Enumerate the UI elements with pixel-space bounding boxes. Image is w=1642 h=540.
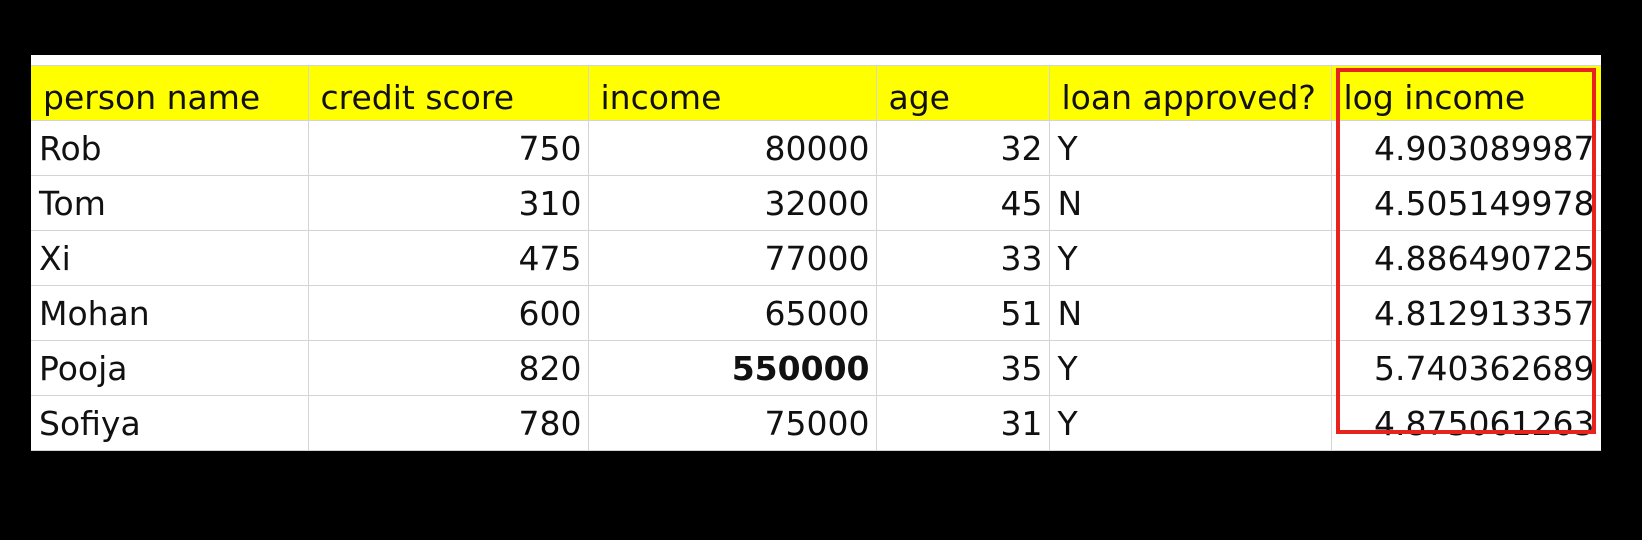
cell-income[interactable]: 32000 xyxy=(588,175,877,231)
header-age[interactable]: age xyxy=(876,66,1050,121)
cell-credit-score[interactable]: 475 xyxy=(308,230,589,286)
data-table: person name credit score income age loan… xyxy=(31,66,1601,451)
cell-age[interactable]: 31 xyxy=(876,395,1050,451)
cell-log-income[interactable]: 4.886490725 xyxy=(1331,230,1601,286)
table-row: Mohan 600 65000 51 N 4.812913357 xyxy=(31,285,1601,341)
cell-credit-score[interactable]: 600 xyxy=(308,285,589,341)
cell-person-name[interactable]: Pooja xyxy=(31,340,309,396)
table-row: Sofiya 780 75000 31 Y 4.875061263 xyxy=(31,395,1601,451)
cell-age[interactable]: 35 xyxy=(876,340,1050,396)
cell-age[interactable]: 33 xyxy=(876,230,1050,286)
cell-person-name[interactable]: Mohan xyxy=(31,285,309,341)
cell-credit-score[interactable]: 750 xyxy=(308,120,589,176)
cell-loan-approved[interactable]: Y xyxy=(1049,120,1332,176)
cell-credit-score[interactable]: 780 xyxy=(308,395,589,451)
cell-credit-score[interactable]: 820 xyxy=(308,340,589,396)
cell-log-income[interactable]: 4.875061263 xyxy=(1331,395,1601,451)
cell-age[interactable]: 45 xyxy=(876,175,1050,231)
cell-log-income[interactable]: 4.903089987 xyxy=(1331,120,1601,176)
table-row: Xi 475 77000 33 Y 4.886490725 xyxy=(31,230,1601,286)
spreadsheet: person name credit score income age loan… xyxy=(31,55,1601,451)
cell-person-name[interactable]: Rob xyxy=(31,120,309,176)
cell-income[interactable]: 80000 xyxy=(588,120,877,176)
table-row: Rob 750 80000 32 Y 4.903089987 xyxy=(31,120,1601,176)
header-credit-score[interactable]: credit score xyxy=(308,66,589,121)
cell-age[interactable]: 51 xyxy=(876,285,1050,341)
cell-person-name[interactable]: Sofiya xyxy=(31,395,309,451)
header-log-income[interactable]: log income xyxy=(1331,66,1601,121)
cell-loan-approved[interactable]: N xyxy=(1049,175,1332,231)
header-row: person name credit score income age loan… xyxy=(31,66,1601,121)
cell-log-income[interactable]: 4.812913357 xyxy=(1331,285,1601,341)
cell-income[interactable]: 550000 xyxy=(588,340,877,396)
cell-log-income[interactable]: 5.740362689 xyxy=(1331,340,1601,396)
cell-loan-approved[interactable]: N xyxy=(1049,285,1332,341)
cell-income[interactable]: 65000 xyxy=(588,285,877,341)
cell-income[interactable]: 77000 xyxy=(588,230,877,286)
previous-row-strip xyxy=(31,55,1601,66)
table-row: Tom 310 32000 45 N 4.505149978 xyxy=(31,175,1601,231)
cell-income[interactable]: 75000 xyxy=(588,395,877,451)
header-loan-approved[interactable]: loan approved? xyxy=(1049,66,1332,121)
cell-person-name[interactable]: Xi xyxy=(31,230,309,286)
table-row: Pooja 820 550000 35 Y 5.740362689 xyxy=(31,340,1601,396)
cell-loan-approved[interactable]: Y xyxy=(1049,395,1332,451)
cell-loan-approved[interactable]: Y xyxy=(1049,230,1332,286)
cell-age[interactable]: 32 xyxy=(876,120,1050,176)
cell-log-income[interactable]: 4.505149978 xyxy=(1331,175,1601,231)
header-income[interactable]: income xyxy=(588,66,877,121)
cell-loan-approved[interactable]: Y xyxy=(1049,340,1332,396)
header-person-name[interactable]: person name xyxy=(31,66,309,121)
cell-credit-score[interactable]: 310 xyxy=(308,175,589,231)
cell-person-name[interactable]: Tom xyxy=(31,175,309,231)
